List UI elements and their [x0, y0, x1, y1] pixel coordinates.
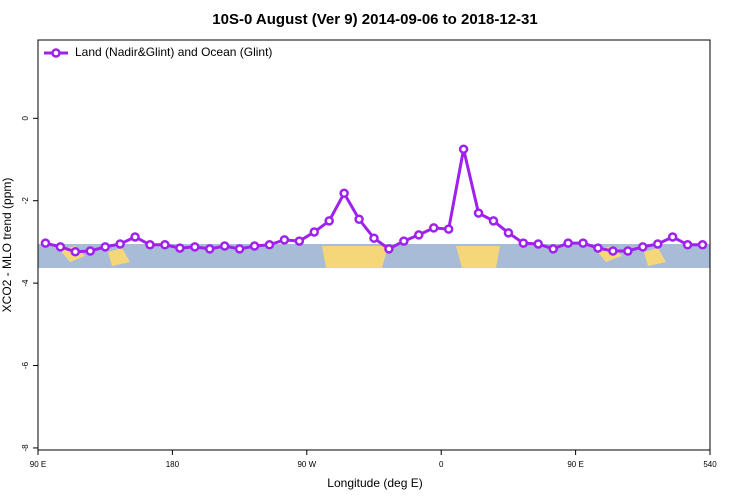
y-tick-label: -8 — [21, 444, 30, 452]
data-point — [503, 228, 514, 238]
y-axis-label: XCO2 - MLO trend (ppm) — [0, 178, 14, 313]
data-point — [100, 242, 110, 252]
data-point — [399, 236, 409, 246]
y-tick-label: 0 — [21, 116, 30, 121]
data-point — [85, 246, 96, 256]
data-point — [638, 242, 648, 252]
data-point — [339, 188, 349, 199]
data-point — [279, 235, 290, 245]
data-point — [249, 241, 260, 251]
map-band — [38, 244, 710, 268]
data-point — [533, 239, 544, 249]
chart-title: 10S-0 August (Ver 9) 2014-09-06 to 2018-… — [212, 11, 537, 28]
data-point — [70, 247, 81, 257]
data-point — [309, 227, 320, 237]
x-tick-label: 0 — [439, 460, 444, 469]
data-point — [324, 216, 334, 226]
data-point — [414, 230, 424, 240]
data-point — [608, 246, 618, 256]
data-point — [578, 238, 588, 248]
data-point — [294, 236, 305, 246]
x-tick-label: 90 E — [30, 460, 46, 469]
y-tick-label: -2 — [21, 197, 30, 205]
data-point — [40, 238, 51, 248]
legend-marker — [51, 48, 61, 58]
data-point — [518, 238, 529, 248]
data-point — [160, 240, 170, 250]
data-point — [204, 244, 215, 254]
plot-frame — [37, 39, 711, 451]
data-point — [652, 239, 663, 249]
data-point — [130, 232, 140, 242]
data-point — [443, 224, 454, 234]
data-point — [175, 243, 185, 253]
data-point — [234, 244, 245, 254]
data-point — [369, 233, 379, 243]
data-point — [55, 242, 66, 252]
data-point — [354, 214, 364, 224]
data-point — [488, 216, 499, 226]
data-point — [697, 240, 708, 250]
data-point — [458, 144, 469, 154]
data-point — [667, 232, 678, 242]
data-point — [563, 238, 573, 248]
data-point — [264, 240, 275, 250]
x-tick-label: 90 E — [567, 460, 583, 469]
y-tick-label: -6 — [21, 361, 30, 369]
data-point — [115, 239, 125, 249]
legend-label: Land (Nadir&Glint) and Ocean (Glint) — [75, 45, 272, 59]
data-point — [473, 208, 484, 218]
data-point — [428, 223, 439, 233]
data-point — [190, 242, 200, 252]
data-point — [548, 244, 558, 254]
data-point — [384, 244, 394, 254]
x-tick-label: 90 W — [297, 460, 316, 469]
x-tick-label: 180 — [166, 460, 180, 469]
data-point — [623, 246, 633, 256]
x-axis-label: Longitude (deg E) — [327, 476, 422, 490]
x-tick-label: 540 — [703, 460, 717, 469]
data-point — [593, 243, 603, 253]
data-point — [682, 240, 693, 250]
data-point — [219, 241, 230, 251]
data-point — [145, 240, 155, 250]
y-tick-label: -4 — [21, 279, 30, 287]
